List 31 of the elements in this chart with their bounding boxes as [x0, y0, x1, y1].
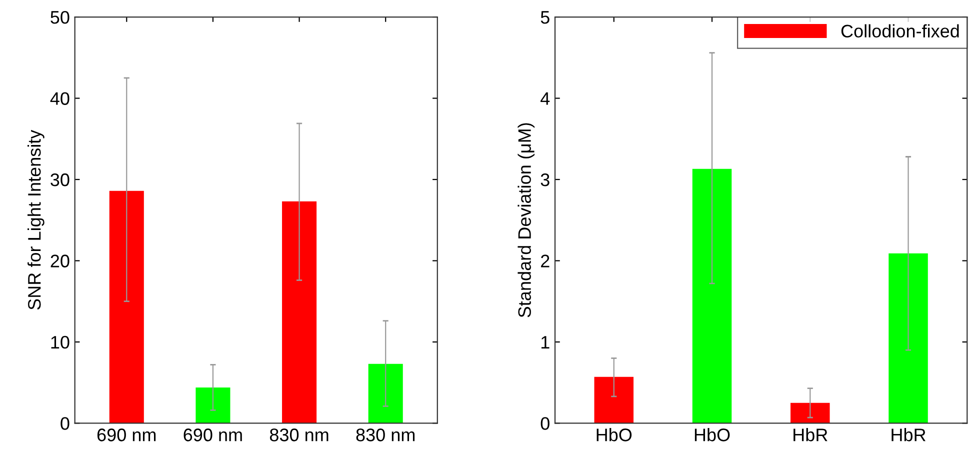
- y-tick-label: 20: [50, 254, 70, 268]
- bar: [594, 376, 634, 424]
- y-axis-title: SNR for Light Intensity: [28, 130, 44, 310]
- x-tick-label: HbR: [794, 428, 828, 442]
- bar: [368, 364, 403, 424]
- y-tick-label: 30: [50, 173, 70, 186]
- y-tick-label: 5: [540, 11, 550, 24]
- bar: [196, 387, 230, 424]
- y-tick-label: 3: [540, 173, 550, 186]
- x-tick-label: 830 nm: [270, 428, 328, 442]
- y-tick-label: 50: [50, 10, 70, 24]
- y-tick-label: 0: [540, 417, 550, 430]
- y-tick-label: 10: [51, 336, 70, 349]
- x-tick-label: 830 nm: [356, 428, 415, 442]
- x-tick-label: HbO: [694, 428, 730, 442]
- y-tick-label: 2: [541, 254, 550, 268]
- x-tick-label: HbO: [596, 428, 632, 442]
- y-tick-label: 0: [60, 417, 70, 430]
- x-tick-label: 690 nm: [97, 428, 156, 442]
- x-tick-label: HbR: [892, 428, 926, 442]
- bar: [109, 190, 144, 424]
- bar: [790, 402, 830, 424]
- bar: [888, 253, 928, 424]
- y-tick-label: 40: [50, 92, 70, 105]
- bar: [282, 201, 317, 424]
- x-tick-label: 690 nm: [184, 428, 242, 442]
- legend-label: Collodion-fixed: [841, 24, 959, 38]
- y-tick-label: 4: [540, 92, 550, 105]
- bar: [692, 168, 732, 424]
- y-axis-title: Standard Deviation (μM): [518, 123, 535, 318]
- y-tick-label: 1: [541, 336, 550, 349]
